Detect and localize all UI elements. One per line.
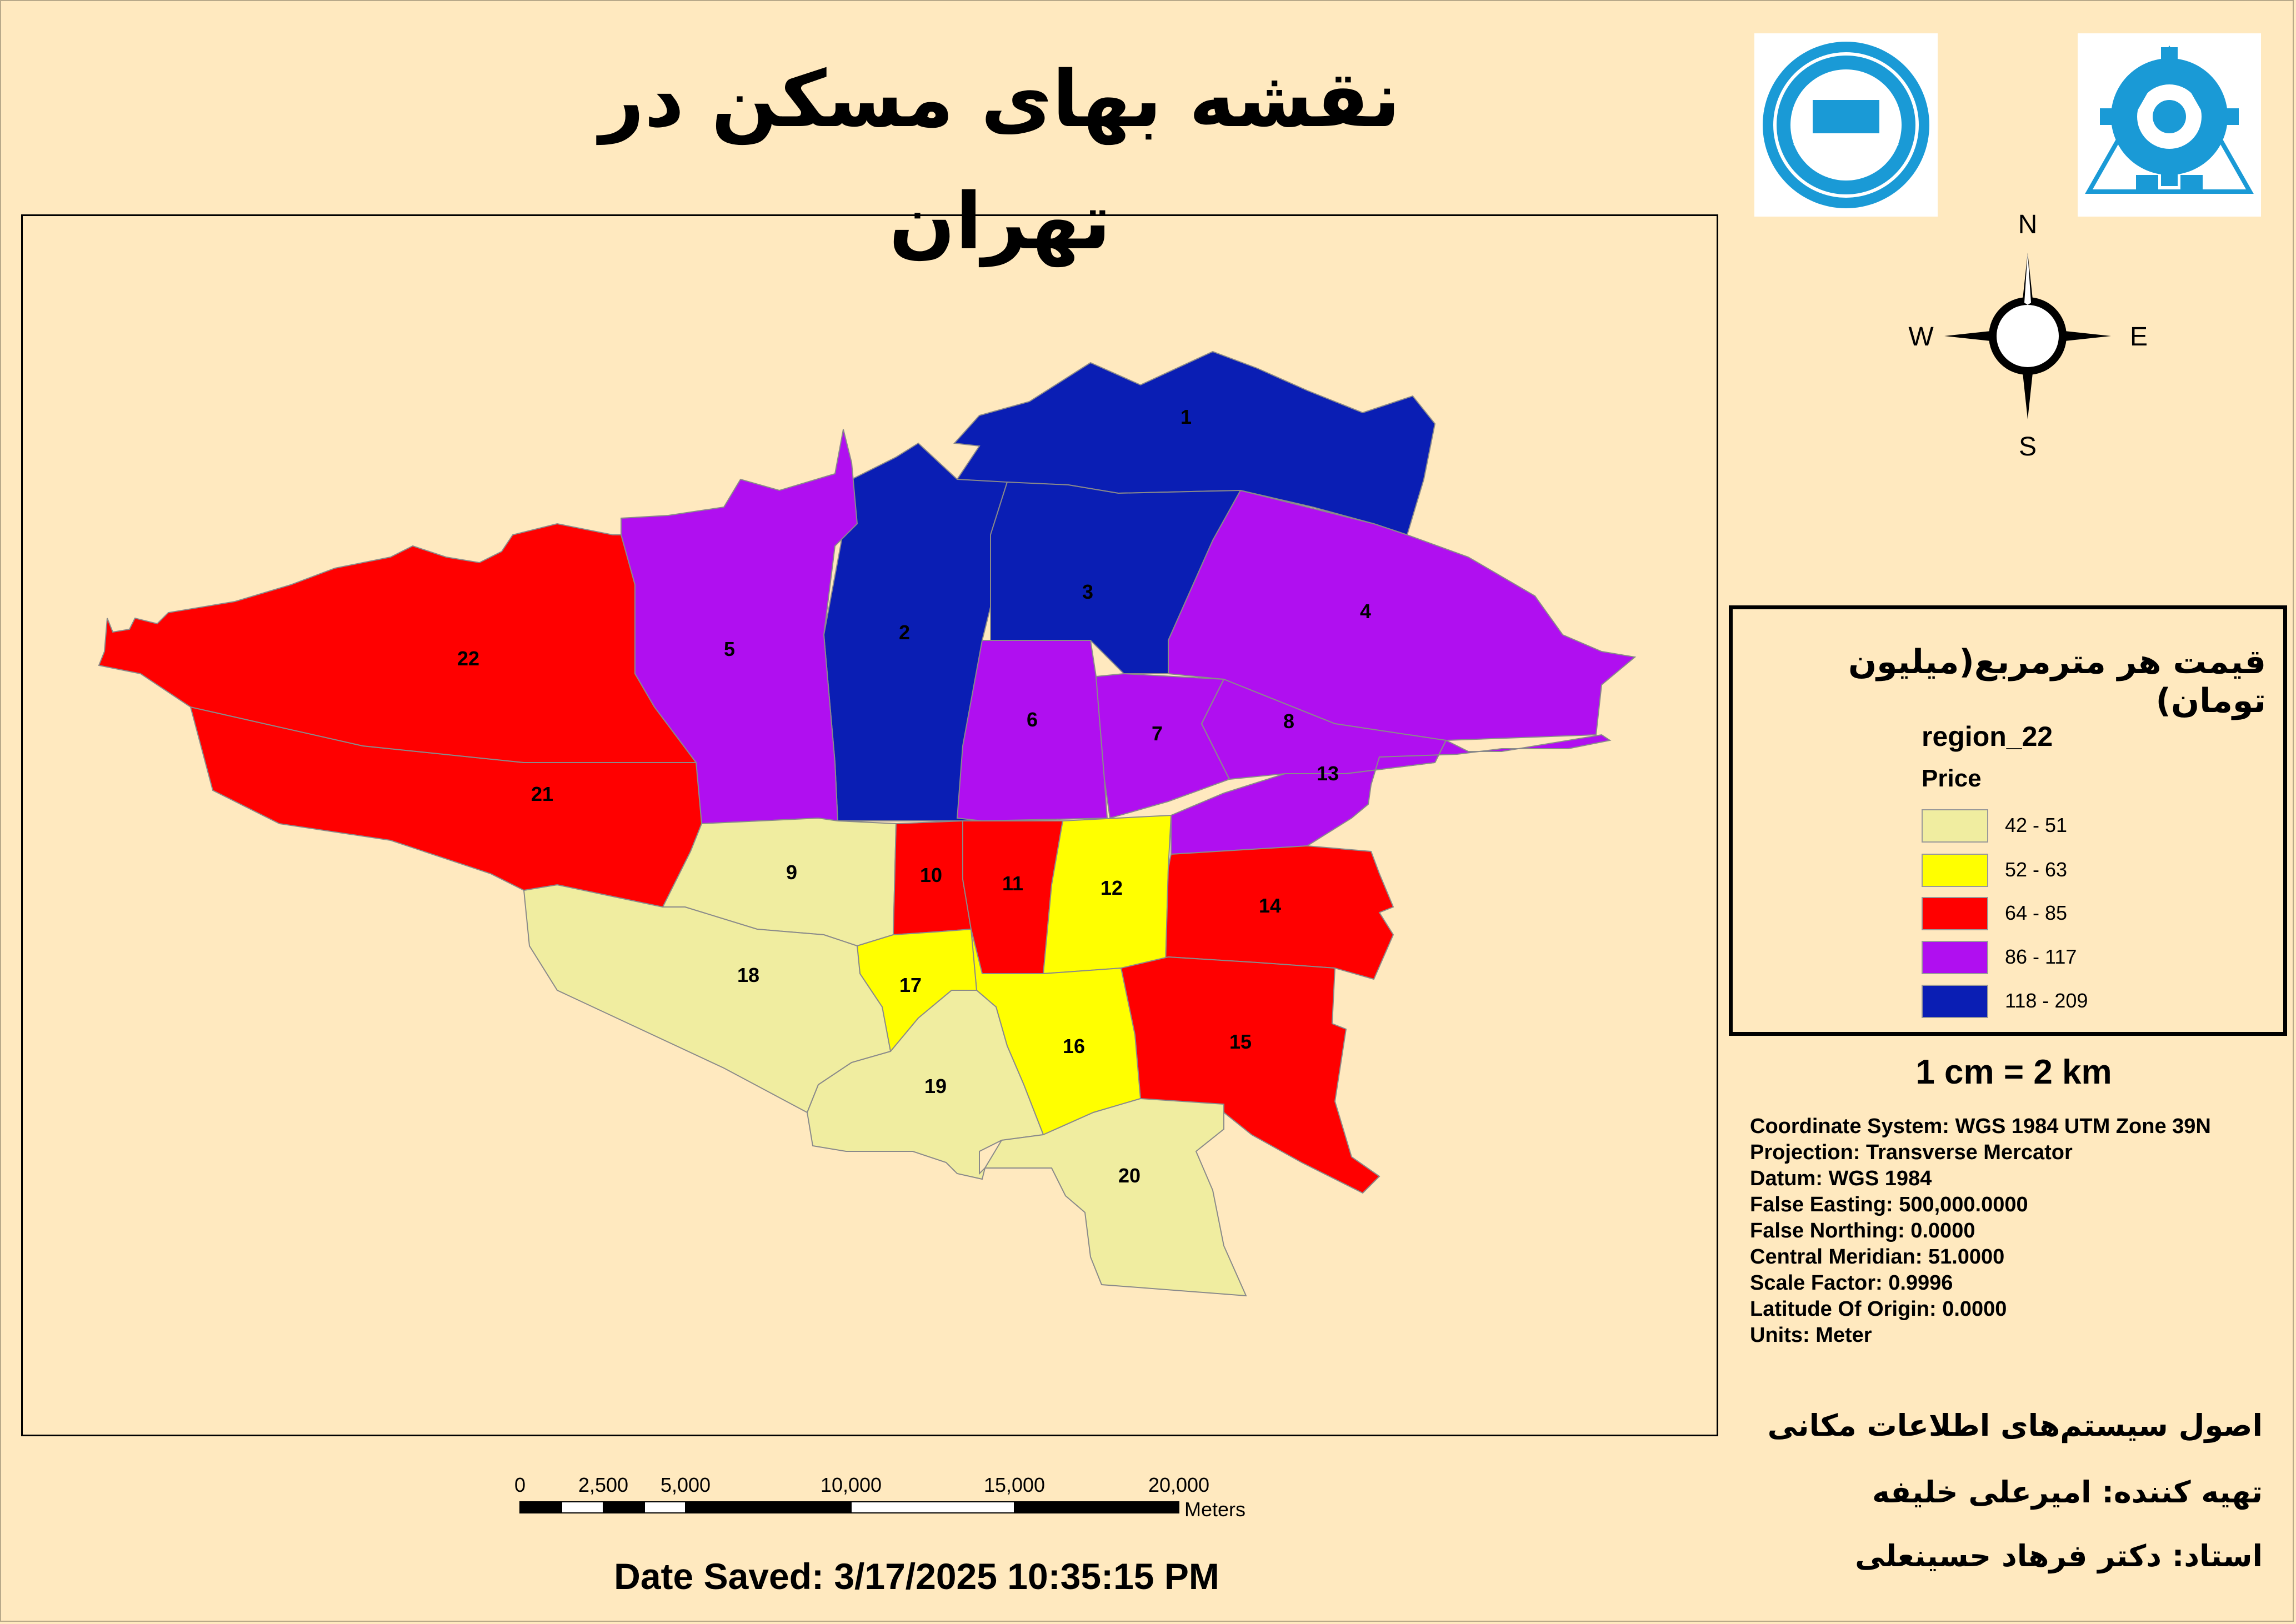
district-label-1: 1 bbox=[1180, 405, 1192, 428]
legend-label: 64 - 85 bbox=[2005, 901, 2068, 924]
proj-line: False Easting: 500,000.0000 bbox=[1750, 1193, 2028, 1216]
district-label-4: 4 bbox=[1360, 600, 1371, 623]
author-credit: تهیه کننده: امیرعلی خلیفه bbox=[1872, 1475, 2263, 1510]
district-label-17: 17 bbox=[899, 974, 922, 996]
proj-line: Coordinate System: WGS 1984 UTM Zone 39N bbox=[1750, 1115, 2211, 1138]
map-title: نقشه بهای مسکن در تهران bbox=[599, 54, 1400, 267]
district-18 bbox=[523, 884, 892, 1114]
district-7 bbox=[1095, 673, 1230, 819]
proj-line: Units: Meter bbox=[1750, 1324, 1872, 1347]
district-label-14: 14 bbox=[1259, 894, 1281, 917]
legend-swatch bbox=[1922, 854, 1988, 887]
district-label-15: 15 bbox=[1229, 1030, 1252, 1053]
north-arrow-compass: N S E W bbox=[1894, 210, 2161, 467]
faculty-gear-logo bbox=[2078, 33, 2261, 217]
district-label-20: 20 bbox=[1118, 1164, 1141, 1187]
scalebar-tick-label: 20,000 bbox=[1148, 1473, 1209, 1496]
district-label-7: 7 bbox=[1152, 722, 1163, 745]
district-label-6: 6 bbox=[1027, 708, 1038, 731]
district-label-2: 2 bbox=[899, 621, 910, 644]
proj-line: False Northing: 0.0000 bbox=[1750, 1219, 1975, 1242]
legend-label: 42 - 51 bbox=[2005, 814, 2068, 836]
course-title: اصول سیستم‌های اطلاعات مکانی bbox=[1767, 1408, 2263, 1443]
district-label-21: 21 bbox=[531, 783, 553, 805]
legend-swatch bbox=[1922, 985, 1988, 1018]
legend-swatch bbox=[1922, 897, 1988, 930]
scalebar-unit: Meters bbox=[1184, 1498, 1245, 1521]
scalebar-tick-label: 15,000 bbox=[984, 1473, 1045, 1496]
proj-line: Central Meridian: 51.0000 bbox=[1750, 1245, 2005, 1269]
legend-title: قیمت هر مترمربع(میلیون تومان) bbox=[1848, 643, 2266, 720]
proj-line: Projection: Transverse Mercator bbox=[1750, 1141, 2073, 1164]
proj-line: Datum: WGS 1984 bbox=[1750, 1167, 1932, 1190]
district-label-11: 11 bbox=[1002, 872, 1023, 895]
scale-text: 1 cm = 2 km bbox=[1915, 1053, 2112, 1091]
scalebar-tick-label: 2,500 bbox=[578, 1473, 628, 1496]
legend-label: 52 - 63 bbox=[2005, 858, 2068, 881]
legend-field-name: Price bbox=[1922, 765, 1982, 792]
legend-swatch bbox=[1922, 941, 1988, 974]
district-22 bbox=[98, 523, 697, 763]
proj-line: Latitude Of Origin: 0.0000 bbox=[1750, 1297, 2007, 1321]
district-label-5: 5 bbox=[724, 638, 735, 660]
legend-label: 118 - 209 bbox=[2005, 989, 2088, 1012]
scalebar-tick-label: 5,000 bbox=[661, 1473, 711, 1496]
district-label-3: 3 bbox=[1082, 580, 1093, 603]
legend-swatch bbox=[1922, 809, 1988, 843]
proj-line: Scale Factor: 0.9996 bbox=[1750, 1271, 1953, 1295]
district-label-19: 19 bbox=[924, 1075, 947, 1097]
district-label-8: 8 bbox=[1283, 710, 1294, 733]
compass-north: N bbox=[2018, 211, 2038, 239]
scale-bar: 0 2,500 5,000 10,000 15,000 20,000 Meter… bbox=[500, 1472, 1278, 1524]
district-20 bbox=[984, 1097, 1247, 1297]
district-4 bbox=[1168, 489, 1637, 741]
district-label-12: 12 bbox=[1101, 876, 1123, 899]
legend-layer-name: region_22 bbox=[1922, 721, 2053, 752]
district-label-10: 10 bbox=[920, 864, 942, 886]
compass-east: E bbox=[2130, 322, 2148, 352]
date-saved: Date Saved: 3/17/2025 10:35:15 PM bbox=[614, 1556, 1219, 1597]
legend-label: 86 - 117 bbox=[2005, 945, 2077, 968]
map-frame: 1 2 3 4 5 6 7 8 9 10 11 12 13 14 15 16 17 18 19 20 21 22 bbox=[21, 214, 1718, 1436]
district-label-16: 16 bbox=[1063, 1035, 1085, 1057]
scalebar-tick-label: 0 bbox=[514, 1473, 526, 1496]
legend-box: قیمت هر مترمربع(میلیون تومان) region_22 … bbox=[1729, 605, 2287, 1036]
district-label-18: 18 bbox=[737, 964, 759, 986]
district-label-13: 13 bbox=[1317, 762, 1339, 785]
projection-info: Coordinate System: WGS 1984 UTM Zone 39N… bbox=[1750, 1114, 2211, 1349]
district-label-22: 22 bbox=[457, 647, 479, 670]
district-label-9: 9 bbox=[786, 861, 797, 884]
district-13 bbox=[1170, 734, 1612, 855]
university-of-tehran-logo bbox=[1754, 33, 1938, 217]
scalebar-tick-label: 10,000 bbox=[821, 1473, 882, 1496]
compass-south: S bbox=[2019, 432, 2037, 462]
instructor-credit: استاد: دکتر فرهاد حسینعلی bbox=[1855, 1538, 2263, 1573]
compass-west: W bbox=[1908, 322, 1934, 352]
